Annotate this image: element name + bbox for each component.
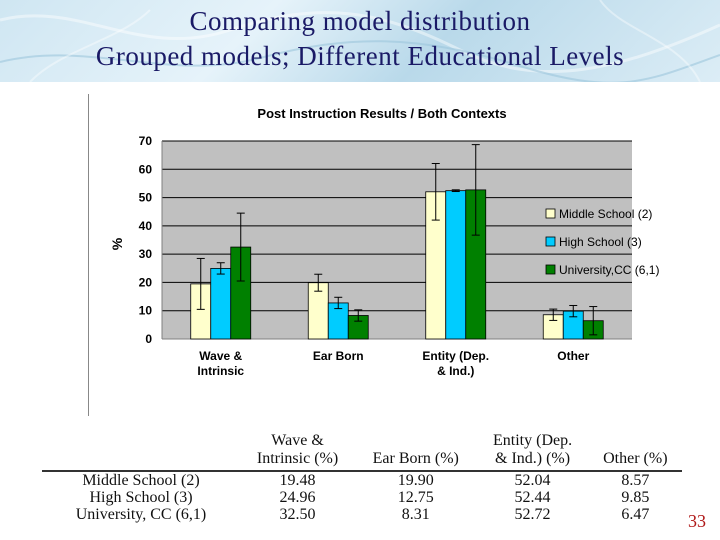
y-tick-label: 40 bbox=[139, 219, 153, 233]
table-cell: High School (3) bbox=[89, 489, 193, 506]
table-cell: 52.04 bbox=[514, 472, 551, 489]
x-tick-label: Other bbox=[557, 349, 589, 363]
y-tick-label: 50 bbox=[139, 191, 153, 205]
table-cell: 24.96 bbox=[279, 489, 316, 506]
header-text: Ear Born (%) bbox=[372, 450, 459, 467]
y-tick-label: 60 bbox=[139, 162, 153, 176]
y-tick-label: 70 bbox=[139, 134, 153, 148]
legend-swatch bbox=[545, 208, 556, 219]
legend-label: High School (3) bbox=[559, 235, 642, 249]
table-cell: 9.85 bbox=[621, 489, 650, 506]
table-cell: 52.72 bbox=[514, 506, 551, 523]
slide-title-line-1: Comparing model distribution bbox=[189, 6, 531, 36]
table-header-row: Wave & Intrinsic (%) Ear Born (%) Entity … bbox=[42, 430, 682, 472]
plot-area: 0 10 20 30 40 50 60 70 Wave & Intrinsic Ear Born En… bbox=[139, 134, 632, 378]
results-table: Wave & Intrinsic (%) Ear Born (%) Entity … bbox=[42, 430, 682, 523]
x-tick-label: Ear Born bbox=[313, 349, 364, 363]
header-text: Intrinsic (%) bbox=[256, 450, 339, 467]
x-tick-label: Entity (Dep. & Ind.) bbox=[422, 349, 489, 378]
table-cell: 8.57 bbox=[621, 472, 650, 489]
slide-title-line-2: Grouped models; Different Educational Le… bbox=[95, 41, 625, 71]
table-header-cell: Wave & Intrinsic (%) bbox=[240, 430, 356, 472]
legend-label: University,CC (6,1) bbox=[559, 263, 659, 277]
y-axis-label: % bbox=[109, 237, 125, 250]
table-header-cell: Entity (Dep. & Ind.) (%) bbox=[476, 430, 589, 472]
legend-swatch bbox=[545, 236, 556, 247]
table-header-cell bbox=[42, 430, 240, 472]
y-tick-label: 10 bbox=[139, 304, 153, 318]
table-cell: 8.31 bbox=[401, 506, 430, 523]
y-tick-label: 30 bbox=[139, 247, 153, 261]
header-text: Entity (Dep. bbox=[493, 432, 573, 449]
header-background-texture bbox=[0, 0, 720, 82]
table-cell: 6.47 bbox=[621, 506, 650, 523]
table-header-cell: Ear Born (%) bbox=[355, 430, 477, 472]
table-row: High School (3) 24.96 12.75 52.44 9.85 bbox=[42, 489, 682, 506]
table-row: University, CC (6,1) 32.50 8.31 52.72 6.… bbox=[42, 506, 682, 523]
table-cell: Middle School (2) bbox=[82, 472, 200, 489]
table-header-cell: Other (%) bbox=[588, 430, 682, 472]
bar bbox=[210, 267, 232, 340]
table-cell: 32.50 bbox=[279, 506, 316, 523]
y-tick-label: 0 bbox=[145, 332, 152, 346]
header-text: Other (%) bbox=[603, 450, 668, 467]
slide-header: Comparing model distribution Grouped mod… bbox=[0, 0, 720, 82]
bar-chart: Post Instruction Results / Both Contexts… bbox=[109, 106, 659, 378]
header-text: & Ind.) (%) bbox=[495, 450, 571, 467]
table-row: Middle School (2) 19.48 19.90 52.04 8.57 bbox=[42, 471, 682, 489]
chart-title: Post Instruction Results / Both Contexts bbox=[257, 106, 506, 121]
divider-line bbox=[88, 94, 89, 416]
bar bbox=[445, 190, 467, 340]
table-cell: 12.75 bbox=[397, 489, 434, 506]
legend-label: Middle School (2) bbox=[559, 207, 652, 221]
table-cell: 52.44 bbox=[514, 489, 551, 506]
legend-swatch bbox=[545, 264, 556, 275]
slide-number: 33 bbox=[688, 511, 706, 531]
table-cell: 19.90 bbox=[397, 472, 434, 489]
x-tick-label: Wave & Intrinsic bbox=[197, 349, 244, 378]
chart-legend: Middle School (2) High School (3) Universi… bbox=[545, 207, 659, 277]
table-cell: University, CC (6,1) bbox=[75, 506, 207, 523]
table-cell: 19.48 bbox=[279, 472, 316, 489]
y-tick-label: 20 bbox=[139, 275, 153, 289]
header-text: Wave & bbox=[271, 432, 324, 449]
